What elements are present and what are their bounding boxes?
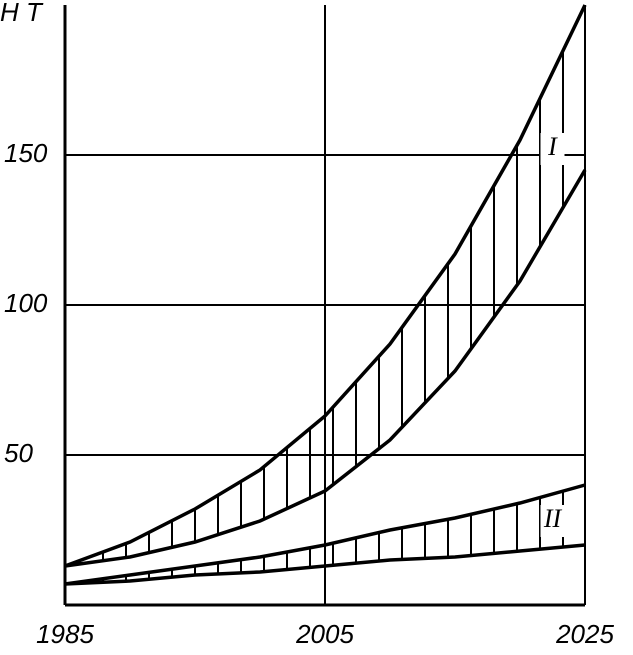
x-tick-label: 1985 bbox=[36, 619, 94, 649]
band-edge bbox=[64, 483, 586, 586]
label-bg bbox=[540, 133, 565, 165]
band-fill bbox=[65, 485, 585, 584]
x-tick-label: 2025 bbox=[555, 619, 614, 649]
band-label: II bbox=[543, 504, 563, 533]
band-label: I bbox=[547, 132, 558, 161]
y-tick-label: 100 bbox=[4, 288, 48, 318]
label-bg bbox=[540, 505, 565, 537]
band-edge bbox=[64, 543, 586, 586]
band-edge bbox=[64, 169, 587, 568]
band-fill bbox=[65, 5, 585, 566]
y-tick-label: 150 bbox=[4, 138, 48, 168]
y-axis-label: Н Т bbox=[0, 0, 44, 27]
band-edge bbox=[64, 4, 587, 568]
y-tick-label: 50 bbox=[4, 438, 33, 468]
x-tick-label: 2005 bbox=[295, 619, 354, 649]
